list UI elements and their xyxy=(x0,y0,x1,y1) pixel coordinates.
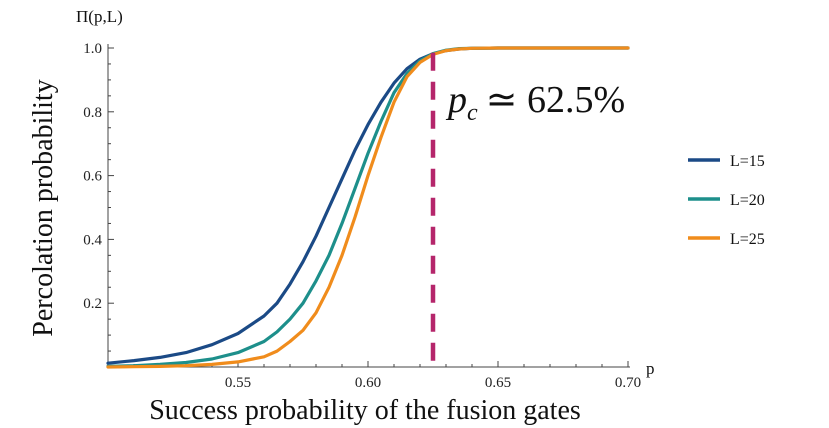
y-corner-label: Π(p,L) xyxy=(76,7,123,26)
threshold-annotation-sub: c xyxy=(467,100,478,126)
threshold-annotation-main: p xyxy=(445,79,467,121)
y-tick-label: 0.2 xyxy=(83,296,102,312)
x-corner-label: p xyxy=(646,359,655,378)
legend-label: L=15 xyxy=(730,153,765,170)
series-group xyxy=(106,46,630,369)
y-tick-label: 0.8 xyxy=(83,105,102,121)
legend: L=15 L=20 L=25 xyxy=(688,153,765,248)
x-tick-label: 0.70 xyxy=(615,375,641,391)
y-tick-label: 0.4 xyxy=(83,232,102,248)
x-tick-label: 0.65 xyxy=(485,375,511,391)
threshold-annotation-value: ≃ 62.5% xyxy=(486,79,626,121)
legend-label: L=25 xyxy=(730,231,765,248)
y-axis-title: Percolation probability xyxy=(28,79,59,336)
threshold-annotation: pc ≃ 62.5% xyxy=(445,79,625,126)
x-axis-title: Success probability of the fusion gates xyxy=(149,395,581,426)
y-tick-label: 0.6 xyxy=(83,169,102,185)
series-line-l25 xyxy=(106,46,630,369)
y-tick-label: 1.0 xyxy=(83,41,102,57)
legend-label: L=20 xyxy=(730,192,765,209)
axes xyxy=(107,44,630,368)
ticks: 0.2 0.4 0.6 0.8 1.0 0.55 0.60 0.65 0.70 xyxy=(83,41,641,391)
x-tick-label: 0.55 xyxy=(225,375,251,391)
x-tick-label: 0.60 xyxy=(355,375,381,391)
